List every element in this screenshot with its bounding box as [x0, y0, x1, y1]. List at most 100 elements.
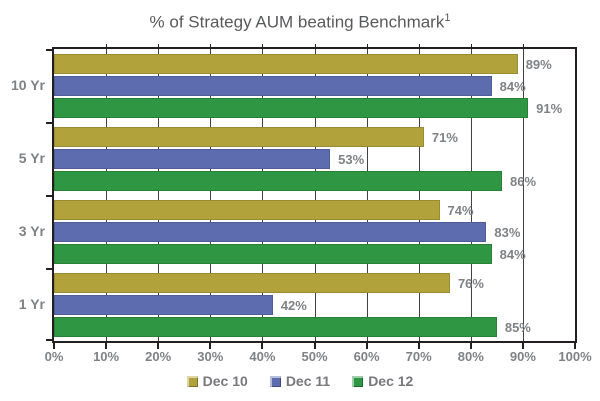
axis-tick — [366, 44, 368, 48]
bar-group: 89% 84% 91% — [54, 49, 575, 122]
x-axis-tick-label: 90% — [509, 349, 536, 364]
bar-value-label: 89% — [525, 56, 552, 72]
bar-group: 71% 53% 86% — [54, 122, 575, 195]
category-label: 5 Yr — [18, 150, 45, 166]
bar — [54, 222, 487, 242]
legend-swatch-icon — [269, 375, 281, 387]
gridline — [522, 49, 524, 341]
legend-label: Dec 12 — [368, 373, 414, 389]
bar-value-label: 91% — [536, 100, 563, 116]
x-axis-tick-label: 100% — [558, 349, 592, 364]
legend-item: Dec 12 — [352, 373, 413, 389]
bar — [54, 244, 492, 264]
legend-label: Dec 11 — [285, 373, 331, 389]
gridline — [262, 49, 264, 341]
axis-tick — [313, 343, 316, 349]
bar-group: 76% 42% 85% — [54, 268, 575, 341]
bar-value-label: 86% — [510, 173, 537, 189]
gridline — [106, 49, 108, 341]
axis-tick — [105, 343, 108, 349]
category-label: 10 Yr — [11, 77, 45, 93]
x-axis-tick-label: 30% — [197, 349, 224, 364]
x-axis-tick-label: 10% — [93, 349, 120, 364]
axis-tick — [46, 339, 52, 341]
bar-value-label: 76% — [457, 275, 484, 291]
bar-value-label: 85% — [504, 319, 531, 335]
axis-tick — [521, 343, 524, 349]
bar-row: 84% — [54, 76, 575, 96]
bar-row: 53% — [54, 149, 575, 169]
axis-tick — [157, 343, 160, 349]
plot-area: 89% 84% 91% 71% 53% 86% 74% 83% 84% 76% 42% 85% — [46, 44, 577, 349]
gridline — [418, 49, 420, 341]
bar-value-label: 84% — [499, 78, 526, 94]
axis-tick — [106, 44, 108, 48]
bar-value-label: 83% — [494, 224, 521, 240]
legend-swatch-icon — [186, 375, 198, 387]
chart-title-text: % of Strategy AUM beating Benchmark — [149, 12, 445, 32]
chart-title-superscript: 1 — [444, 12, 451, 24]
legend-item: Dec 10 — [186, 373, 248, 389]
gridline — [314, 49, 316, 341]
gridline — [158, 49, 160, 341]
bar — [54, 295, 273, 315]
axis-tick — [418, 44, 420, 48]
category-label: 3 Yr — [18, 223, 45, 239]
axis-tick — [209, 343, 212, 349]
bar-group: 74% 83% 84% — [54, 195, 575, 268]
axis-tick — [262, 44, 264, 48]
legend-item: Dec 11 — [269, 373, 331, 389]
bar — [54, 273, 450, 293]
axis-tick — [53, 343, 55, 349]
bar-row: 86% — [54, 171, 575, 191]
x-axis-tick-label: 70% — [405, 349, 432, 364]
bar-value-label: 71% — [431, 129, 458, 145]
bar-value-label: 42% — [280, 297, 307, 313]
bar-value-label: 84% — [499, 246, 526, 262]
category-label: 1 Yr — [18, 296, 45, 312]
axis-tick — [574, 343, 576, 349]
axis-tick — [469, 343, 472, 349]
legend-label: Dec 10 — [202, 373, 248, 389]
bar — [54, 200, 440, 220]
bar-row: 71% — [54, 127, 575, 147]
axis-tick — [46, 49, 52, 51]
bar — [54, 54, 518, 74]
gridline — [210, 49, 212, 341]
axis-tick — [158, 44, 160, 48]
legend-swatch-icon — [352, 375, 364, 387]
x-axis-tick-label: 20% — [145, 349, 172, 364]
axis-tick — [46, 122, 52, 124]
x-axis-tick-label: 80% — [457, 349, 484, 364]
bar-row: 42% — [54, 295, 575, 315]
bar-row: 84% — [54, 244, 575, 264]
axis-tick — [46, 268, 52, 270]
bar — [54, 76, 492, 96]
axis-tick — [417, 343, 420, 349]
bar-row: 74% — [54, 200, 575, 220]
legend: Dec 10 Dec 11 Dec 12 — [0, 373, 600, 389]
bar-row: 76% — [54, 273, 575, 293]
bar-row: 85% — [54, 317, 575, 337]
bar-row: 83% — [54, 222, 575, 242]
bar-row: 89% — [54, 54, 575, 74]
axis-tick — [365, 343, 368, 349]
x-axis-tick-label: 0% — [44, 349, 64, 364]
axis-tick — [46, 195, 52, 197]
chart-title: % of Strategy AUM beating Benchmark1 — [20, 7, 580, 34]
axis-tick — [314, 44, 316, 48]
x-axis-tick-label: 60% — [353, 349, 380, 364]
bar — [54, 171, 503, 191]
x-axis-tick-label: 40% — [249, 349, 276, 364]
axis-tick — [522, 44, 524, 48]
gridline — [366, 49, 368, 341]
bar — [54, 98, 529, 118]
bar — [54, 149, 331, 169]
bar-row: 91% — [54, 98, 575, 118]
bar-value-label: 53% — [338, 151, 365, 167]
axis-tick — [261, 343, 264, 349]
gridline — [470, 49, 472, 341]
bar-value-label: 74% — [447, 202, 474, 218]
axis-tick — [210, 44, 212, 48]
axis-tick — [470, 44, 472, 48]
